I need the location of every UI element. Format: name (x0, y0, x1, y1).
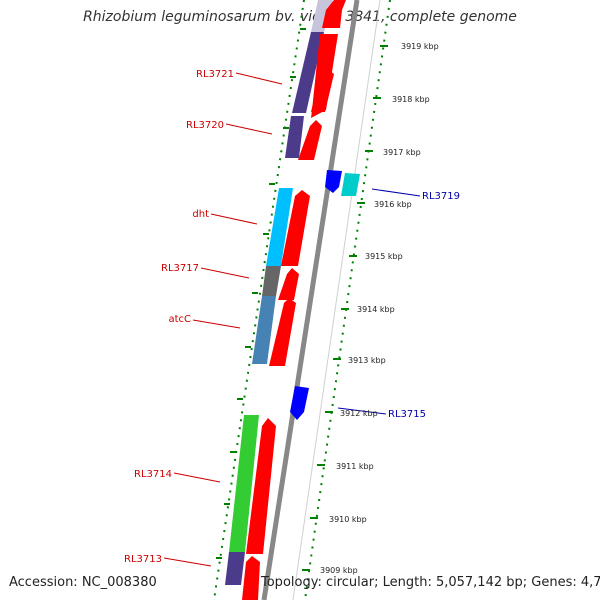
gene-label-rl3720[interactable]: RL3720 (186, 120, 224, 131)
cds-arrow-blue (290, 386, 309, 420)
cog-block-purple-2 (285, 116, 304, 158)
gene-label-dht[interactable]: dht (192, 209, 209, 220)
left-dotted-line (213, 0, 305, 600)
cog-block-purple-1 (292, 32, 324, 113)
cds-arrow-blue (325, 170, 342, 193)
cds-arrow (311, 68, 334, 112)
gene-label-rl3721[interactable]: RL3721 (196, 69, 234, 80)
kbp-label: 3911 kbp (336, 462, 374, 471)
kbp-label: 3909 kbp (320, 566, 358, 575)
kbp-label: 3918 kbp (392, 95, 430, 104)
kbp-label: 3915 kbp (365, 252, 403, 261)
left-ticks (216, 28, 306, 559)
kbp-label: 3914 kbp (357, 305, 395, 314)
left-leaders (163, 72, 283, 567)
cog-block-lightblue (266, 188, 293, 266)
gene-label-rl3714[interactable]: RL3714 (134, 469, 172, 480)
kbp-label: 3913 kbp (348, 356, 386, 365)
kbp-label: 3917 kbp (383, 148, 421, 157)
gene-label-rl3717[interactable]: RL3717 (161, 263, 199, 274)
cds-arrow (278, 268, 299, 300)
map-title: Rhizobium leguminosarum bv. viciae 3841,… (83, 9, 517, 25)
cds-reverse (290, 170, 360, 420)
cds-arrow (322, 0, 346, 28)
kbp-label: 3910 kbp (329, 515, 367, 524)
gene-label-rl3715[interactable]: RL3715 (388, 409, 426, 420)
right-light-line (292, 0, 381, 600)
right-dotted-line (304, 0, 391, 600)
right-leaders (337, 188, 421, 415)
cds-arrow-cyan (341, 173, 360, 196)
cog-block-top-light (311, 0, 333, 32)
cds-arrow (242, 556, 260, 600)
kbp-label: 3919 kbp (401, 42, 439, 51)
gene-label-atcc[interactable]: atcC (168, 314, 191, 325)
gene-label-rl3713[interactable]: RL3713 (124, 554, 162, 565)
cog-block-steelblue (252, 296, 276, 364)
accession-text: Accession: NC_008380 (9, 575, 157, 590)
cog-block-purple-3 (225, 552, 245, 585)
gene-label-rl3719[interactable]: RL3719 (422, 191, 460, 202)
cog-block-green (229, 415, 259, 552)
cds-arrow (246, 418, 276, 554)
cds-forward (242, 0, 346, 600)
backbone (261, 0, 360, 600)
kbp-label: 3916 kbp (374, 200, 412, 209)
cds-arrow (269, 298, 296, 366)
cog-block-gray (262, 266, 281, 296)
cds-arrow (298, 120, 322, 160)
genome-summary-text: Topology: circular; Length: 5,057,142 bp… (261, 575, 600, 590)
cog-column (225, 0, 333, 585)
kbp-label: 3912 kbp (340, 409, 378, 418)
cds-arrow (281, 190, 310, 266)
right-ticks (302, 45, 388, 571)
